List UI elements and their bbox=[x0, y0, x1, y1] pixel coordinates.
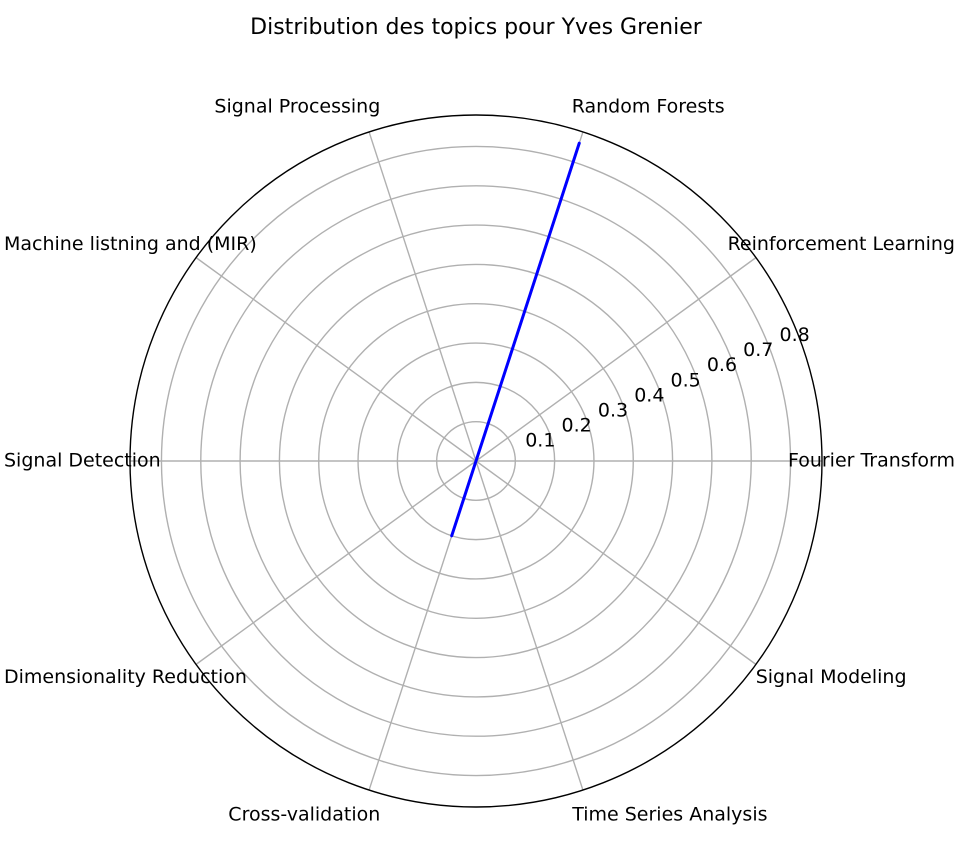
r-tick-label: 0.4 bbox=[634, 384, 664, 406]
category-label: Signal Detection bbox=[4, 450, 161, 472]
category-label: Cross-validation bbox=[228, 803, 380, 825]
r-tick-label: 0.2 bbox=[562, 414, 592, 436]
spoke-line bbox=[195, 257, 477, 462]
spoke-line bbox=[195, 460, 477, 665]
category-label: Machine listning and (MIR) bbox=[4, 233, 257, 255]
category-label: Random Forests bbox=[572, 96, 725, 118]
category-label: Dimensionality Reduction bbox=[4, 666, 247, 688]
label-layer: 0.1 0.2 0.3 0.4 0.5 0.6 0.7 0.8 Fourier Transfor… bbox=[4, 96, 955, 826]
category-label: Signal Processing bbox=[214, 96, 380, 118]
category-label: Time Series Analysis bbox=[571, 803, 767, 825]
polar-outline bbox=[129, 114, 823, 808]
category-label: Reinforcement Learning bbox=[728, 233, 955, 255]
chart-title: Distribution des topics pour Yves Grenie… bbox=[250, 15, 703, 40]
r-tick-label: 0.7 bbox=[743, 339, 773, 361]
spoke-line bbox=[475, 257, 757, 462]
data-layer bbox=[450, 141, 581, 538]
r-tick-label: 0.6 bbox=[707, 354, 737, 376]
spoke-line bbox=[368, 131, 477, 462]
r-tick-label: 0.3 bbox=[598, 399, 628, 421]
spoke-line bbox=[475, 460, 584, 791]
r-tick-label: 0.1 bbox=[525, 429, 555, 451]
r-tick-label: 0.5 bbox=[671, 369, 701, 391]
spoke-line bbox=[475, 460, 757, 665]
r-tick-label: 0.8 bbox=[779, 324, 809, 346]
category-label: Signal Modeling bbox=[756, 666, 907, 688]
category-label: Fourier Transform bbox=[788, 450, 955, 472]
series-line-1 bbox=[450, 141, 581, 538]
